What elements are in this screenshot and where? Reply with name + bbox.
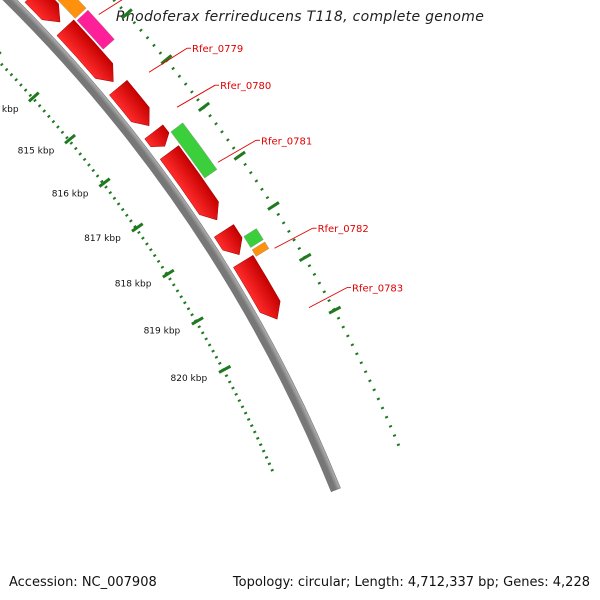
- cds-arrow: [144, 124, 170, 147]
- ruler-tick-label: 818 kbp: [115, 280, 152, 290]
- genome-summary-text: Topology: circular; Length: 4,712,337 bp…: [232, 575, 590, 590]
- ruler-tick-label: 820 kbp: [171, 374, 208, 384]
- ruler-tick-outer: [298, 252, 312, 263]
- cds-track: [24, 0, 281, 320]
- cds-arrow: [233, 254, 281, 320]
- ruler-tick: [98, 177, 111, 188]
- gene-label: Rfer_0779: [192, 44, 243, 55]
- outer-ruler-dots: [111, 0, 402, 450]
- feature-block: [243, 228, 264, 248]
- feature-track: [57, 0, 270, 257]
- gene-labels: Rfer_0775Rfer_0776Rfer_0777Rfer_0778Rfer…: [98, 0, 403, 308]
- ruler-tick: [191, 316, 204, 326]
- ruler-tick: [162, 268, 175, 279]
- cds-arrow: [109, 79, 150, 127]
- gene-leader-line: [148, 47, 188, 73]
- genome-backbone: [2, 0, 341, 493]
- gene-label: Rfer_0781: [261, 136, 312, 147]
- feature-block: [57, 0, 87, 19]
- ruler-tick: [0, 51, 2, 55]
- feature-block: [170, 122, 218, 179]
- ruler-tick: [218, 364, 232, 374]
- ruler-tick-outer: [197, 101, 211, 113]
- ruler-tick-label: 814 kbp: [0, 105, 19, 115]
- outer-ruler-arc: [111, 0, 402, 450]
- cds-arrow: [213, 224, 243, 256]
- ruler-tick: [27, 91, 40, 103]
- ruler-tick-label: 816 kbp: [52, 190, 89, 200]
- ruler-tick-outer: [233, 150, 246, 161]
- genome-title: Rhodoferax ferrireducens T118, complete …: [115, 9, 485, 25]
- ruler-tick-outer: [328, 305, 342, 315]
- cds-arrow: [24, 0, 61, 23]
- backbone-ring: [2, 0, 341, 493]
- gene-leader-line: [176, 84, 216, 108]
- ruler-tick-label: 819 kbp: [144, 326, 181, 336]
- gene-label: Rfer_0783: [352, 284, 403, 295]
- feature-block: [76, 9, 115, 50]
- ruler-tick: [131, 222, 144, 233]
- ruler-tick-outer: [121, 8, 133, 20]
- ruler-tick-label: 817 kbp: [84, 234, 121, 244]
- ruler-tick: [64, 133, 77, 145]
- gene-label: Rfer_0780: [220, 81, 271, 92]
- gene-leader-line: [274, 227, 313, 249]
- ruler-tick-outer: [267, 201, 280, 211]
- gene-leader-line: [98, 0, 123, 15]
- ruler-tick-outer: [160, 54, 173, 65]
- gene-label: Rfer_0782: [318, 224, 369, 235]
- accession-text: Accession: NC_007908: [9, 575, 157, 590]
- ruler-tick-label: 815 kbp: [18, 147, 55, 157]
- cds-arrow: [159, 145, 219, 221]
- gene-leader-line: [308, 287, 348, 308]
- gene-leader-line: [217, 139, 257, 163]
- feature-block: [251, 241, 270, 257]
- cds-arrow: [56, 19, 114, 82]
